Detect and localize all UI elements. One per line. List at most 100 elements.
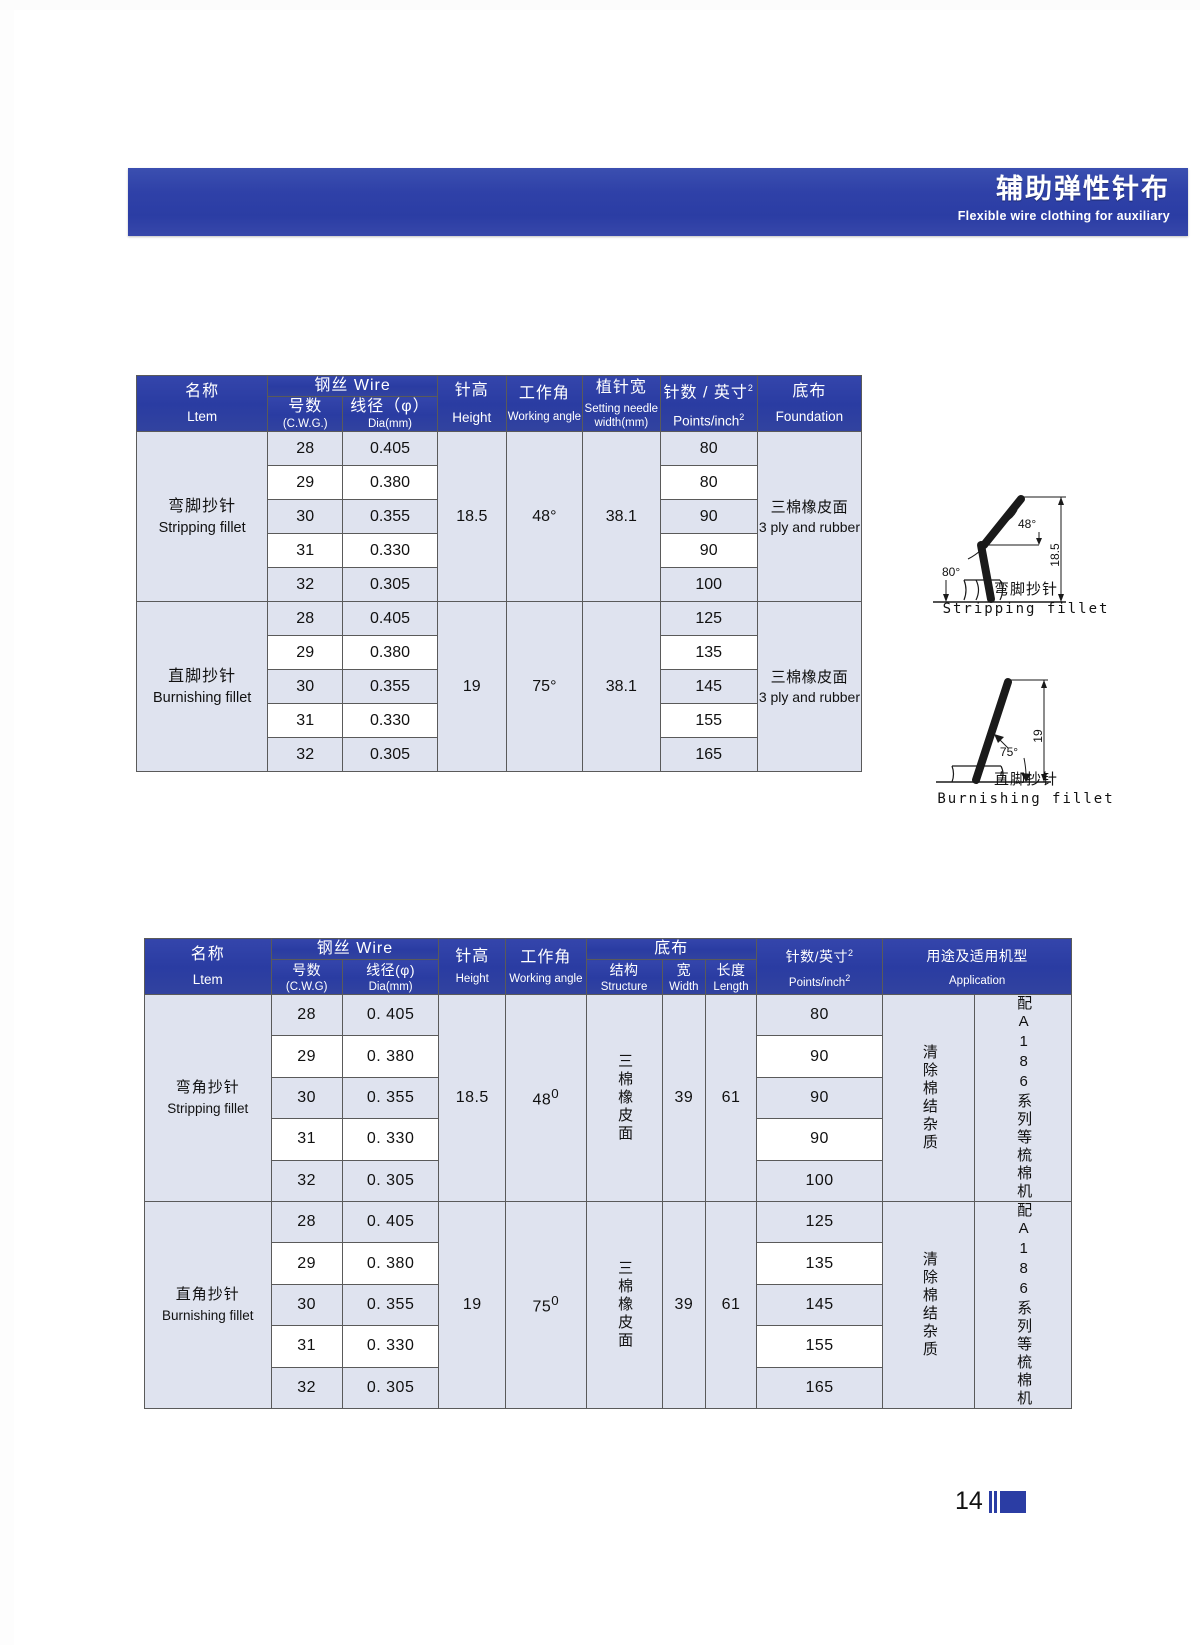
purpose-text-g2: 清除棉结杂质	[920, 1251, 938, 1359]
cell2-angle-g1: 480	[505, 994, 587, 1202]
th2-width: 宽 Width	[661, 959, 707, 995]
cell-height-g1: 18.5	[436, 431, 507, 602]
cell2-angle-g1-value: 48	[532, 1091, 552, 1109]
cell-setting-g1: 38.1	[582, 431, 661, 602]
cell2-angle-g2-sup: 0	[551, 1293, 560, 1309]
cell-gauge: 28	[267, 601, 344, 636]
structure-text-g1: 三棉橡皮面	[616, 1053, 634, 1143]
th2-structure-en: Structure	[600, 981, 648, 993]
th2-application-en: Application	[949, 974, 1006, 987]
cell-dia: 0. 355	[341, 1283, 440, 1327]
cell-dia: 0.380	[342, 465, 438, 500]
cell-points: 90	[755, 1118, 884, 1161]
th-points-en-sup: 2	[739, 411, 745, 422]
th2-points-cn-sup: 2	[848, 947, 854, 958]
th-dia-en: Dia(mm)	[367, 418, 413, 430]
cell-gauge: 31	[270, 1325, 343, 1368]
th-working-angle: 工作角 Working angle	[505, 375, 584, 432]
th-height-en: Height	[452, 410, 492, 425]
cell-points: 80	[659, 465, 758, 500]
table-row: 31 0.330 155	[137, 703, 862, 738]
cell2-structure-g1: 三棉橡皮面	[585, 994, 663, 1202]
diagram2-caption-en: Burnishing fillet	[937, 791, 1115, 807]
cell-dia: 0.405	[342, 431, 438, 466]
th2-points-en-sup: 2	[845, 973, 851, 984]
diagram1-height-label: 18.5	[1048, 543, 1062, 567]
cell-dia: 0. 330	[341, 1325, 440, 1368]
cell-gauge: 31	[267, 533, 344, 568]
cell-points: 80	[659, 431, 758, 466]
diagram1-caption: 弯脚抄针 Stripping fillet	[876, 580, 1176, 619]
th-foundation-en: Foundation	[775, 409, 844, 424]
cell-gauge: 32	[270, 1159, 343, 1203]
cell-dia: 0.305	[342, 567, 438, 602]
th-points-en: Points/inch2	[661, 409, 757, 430]
table-row: 弯脚抄针 Stripping fillet 28 0.405 18.5 48° …	[135, 431, 863, 602]
cell-points: 145	[755, 1283, 884, 1327]
diagram-stripping-fillet: 48° 80° 18.5 弯脚抄针 Stripping fillet	[876, 452, 1176, 632]
cell-gauge: 28	[270, 1200, 343, 1244]
cell-dia: 0. 305	[341, 1366, 440, 1410]
item2-name-cn-g2: 直角抄针	[175, 1286, 240, 1303]
table2-header-row-2: 号数 (C.W.G) 线径(φ) Dia(mm) 结构 Structure 宽 …	[145, 959, 1072, 995]
th2-wire-group: 钢丝 Wire	[270, 938, 440, 960]
cell-gauge: 28	[270, 993, 343, 1037]
th2-structure: 结构 Structure	[585, 959, 663, 995]
th-angle-cn: 工作角	[518, 384, 570, 402]
cell-points: 125	[755, 1200, 884, 1244]
th2-angle-cn: 工作角	[520, 948, 572, 966]
cell2-application-g1: 配A186系列等梳棉机	[974, 994, 1072, 1202]
cell-gauge: 30	[270, 1076, 343, 1120]
table-row: 29 0.380 135	[137, 635, 862, 670]
th2-gauge: 号数 (C.W.G)	[270, 959, 343, 995]
th-points-en-text: Points/inch	[673, 413, 740, 429]
cell-height-g2: 19	[436, 601, 507, 772]
cell-dia: 0. 405	[341, 1200, 440, 1244]
table2-body: 弯角抄针 Stripping fillet 28 0. 405 18.5 480…	[144, 993, 1072, 1410]
section-banner: 辅助弹性针布 Flexible wire clothing for auxili…	[128, 168, 1188, 236]
th2-foundation-group: 底布	[585, 938, 757, 960]
stripping-fillet-drawing: 48° 80° 18.5	[933, 495, 1066, 603]
cell-points: 155	[659, 703, 758, 738]
cell-points: 135	[755, 1242, 884, 1285]
th-name-cn: 名称	[185, 383, 220, 400]
cell-item-name-g1: 弯脚抄针 Stripping fillet	[135, 431, 269, 602]
cell-dia: 0.355	[342, 499, 438, 534]
cell-points: 125	[659, 601, 758, 636]
cell-dia: 0.305	[342, 737, 438, 772]
cell-dia: 0. 330	[341, 1118, 440, 1161]
burnishing-fillet-drawing: 75° 19	[936, 678, 1051, 784]
th2-points-en: Points/inch2	[757, 971, 883, 990]
table-row: 29 0.380 80	[137, 465, 862, 500]
cell-points: 90	[659, 499, 758, 534]
cell-dia: 0. 380	[341, 1242, 440, 1285]
cell-gauge: 29	[267, 635, 344, 670]
cell-gauge: 31	[270, 1118, 343, 1161]
th2-diameter: 线径(φ) Dia(mm)	[341, 959, 440, 995]
th-points-cn: 针数 / 英寸2	[661, 378, 757, 403]
table1-header-row-1: 名称 Ltem 钢丝 Wire 针高 Height 工作角 Working an…	[135, 375, 863, 432]
cell2-structure-g2: 三棉橡皮面	[585, 1201, 663, 1409]
th-points-cn-sup: 2	[747, 382, 754, 393]
table-row: 32 0.305 100	[137, 567, 862, 602]
cell-points: 145	[659, 669, 758, 704]
cell-gauge: 29	[270, 1242, 343, 1285]
cell-points: 90	[659, 533, 758, 568]
page-left-margin	[0, 0, 14, 1645]
cell-points: 165	[659, 737, 758, 772]
th2-length-cn: 长度	[716, 962, 746, 978]
cell2-angle-g1-sup: 0	[551, 1086, 560, 1102]
th2-width-en: Width	[669, 981, 699, 993]
table2-header: 名称 Ltem 钢丝 Wire 针高 Height 工作角 Working an…	[144, 938, 1072, 995]
table-row: 直脚抄针 Burnishing fillet 28 0.405 19 75° 3…	[135, 601, 863, 772]
th-points-per-inch: 针数 / 英寸2 Points/inch2	[659, 375, 758, 432]
th-dia-cn: 线径（φ）	[350, 398, 430, 415]
cell-dia: 0. 405	[341, 993, 440, 1037]
cell2-height-g2: 19	[438, 1201, 507, 1409]
cell-points: 80	[755, 993, 884, 1037]
foundation-cn-g1: 三棉橡皮面	[770, 498, 849, 516]
cell2-width-g1: 39	[661, 994, 707, 1202]
th2-gauge-en: (C.W.G)	[285, 981, 328, 993]
banner-title-en: Flexible wire clothing for auxiliary	[957, 209, 1170, 223]
cell-gauge: 31	[267, 703, 344, 738]
